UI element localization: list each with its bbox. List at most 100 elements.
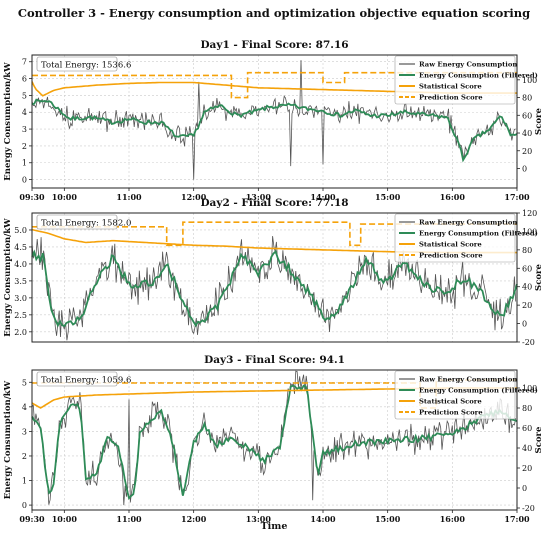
y2-tick-label: -20 xyxy=(522,338,535,347)
total-energy-box xyxy=(36,56,118,72)
legend-label: Prediction Score xyxy=(419,409,483,417)
y-tick-label: 3 xyxy=(22,125,27,134)
total-energy-label: Total Energy: 1582.0 xyxy=(41,219,131,229)
x-tick-label: 15:00 xyxy=(375,514,401,524)
filtered-energy-line xyxy=(31,384,518,501)
y-tick-label: 4 xyxy=(22,403,27,412)
x-axis-label: Time xyxy=(261,521,288,532)
legend-label: Raw Energy Consumption xyxy=(419,219,517,227)
y2-tick-label: 0 xyxy=(522,320,527,329)
x-tick-label: 17:00 xyxy=(504,514,530,524)
legend-label: Energy Consumption (Filtered) xyxy=(419,230,538,238)
plot-frame xyxy=(31,54,518,189)
total-energy-label: Total Energy: 1536.6 xyxy=(41,61,131,71)
prediction-score-line xyxy=(32,221,517,247)
x-tick-label: 11:00 xyxy=(116,192,142,202)
legend-label: Prediction Score xyxy=(419,94,483,102)
y-tick-label: 4.0 xyxy=(14,260,27,269)
x-tick-label: 15:00 xyxy=(375,192,401,202)
y-tick-label: 5 xyxy=(22,91,27,100)
y-tick-label: 6 xyxy=(22,75,27,84)
legend-label: Energy Consumption (Filtered) xyxy=(419,72,538,80)
plot-frame xyxy=(31,369,518,511)
y2-tick-label: -20 xyxy=(522,504,535,513)
y-tick-label: 4 xyxy=(22,108,27,117)
y-tick-label: 2 xyxy=(22,452,27,461)
legend-label: Raw Energy Consumption xyxy=(419,376,517,384)
y2-tick-label: 100 xyxy=(522,227,537,236)
legend-label: Statistical Score xyxy=(419,83,482,91)
chart-panel-1: Day1 - Final Score: 87.16 0 1 2 3 4 5 6 7 0 20 40 60… xyxy=(3,39,544,202)
total-energy-box xyxy=(36,214,118,230)
y-tick-label: 3 xyxy=(22,427,27,436)
y2-tick-label: 80 xyxy=(522,94,532,103)
y-tick-label: 7 xyxy=(22,58,27,67)
total-energy-label: Total Energy: 1059.6 xyxy=(41,376,131,386)
legend-box xyxy=(394,370,516,420)
total-energy-box xyxy=(36,371,118,387)
y-axis-label: Energy Consumption/kW xyxy=(3,218,13,337)
x-tick-label: 12:00 xyxy=(181,514,207,524)
x-tick-label: 16:00 xyxy=(440,192,466,202)
y2-axis-label: Score xyxy=(534,426,544,453)
y2-tick-label: 100 xyxy=(522,76,537,85)
y-tick-label: 0 xyxy=(22,176,27,185)
x-tick-label: 13:00 xyxy=(246,192,272,202)
y2-tick-label: 20 xyxy=(522,301,532,310)
x-tick-label: 09:30 xyxy=(19,192,45,202)
legend-label: Statistical Score xyxy=(419,241,482,249)
y2-tick-label: 40 xyxy=(522,283,532,292)
y2-tick-label: 60 xyxy=(522,424,532,433)
legend-label: Energy Consumption (Filtered) xyxy=(419,387,538,395)
y2-tick-label: 60 xyxy=(522,264,532,273)
x-tick-label: 14:00 xyxy=(310,192,336,202)
filtered-energy-line xyxy=(31,98,518,163)
legend-label: Raw Energy Consumption xyxy=(419,61,517,69)
raw-energy-line xyxy=(31,236,517,341)
y-tick-label: 2.0 xyxy=(14,328,27,337)
y2-tick-label: 80 xyxy=(522,404,532,413)
figure-title: Controller 3 - Energy consumption and op… xyxy=(18,6,530,20)
y2-tick-label: 0 xyxy=(522,164,527,173)
x-tick-label: 10:00 xyxy=(52,514,78,524)
y-axis-label: Energy Consumption/kW xyxy=(3,62,13,181)
x-tick-label: 09:30 xyxy=(19,514,45,524)
legend-box xyxy=(394,213,516,263)
chart-panel-3: Day3 - Final Score: 94.1 0 1 2 3 4 5 -20 0 20 40 60… xyxy=(3,354,544,524)
y2-tick-label: 100 xyxy=(522,384,537,393)
y-tick-label: 5 xyxy=(22,378,27,387)
y-tick-label: 2 xyxy=(22,142,27,151)
x-tick-label: 11:00 xyxy=(116,514,142,524)
y-axis-label: Energy Consumption/kW xyxy=(3,380,13,499)
y-tick-label: 1 xyxy=(22,159,27,168)
y2-tick-label: 20 xyxy=(522,464,532,473)
filtered-energy-line xyxy=(31,249,518,328)
y-tick-label: 3.5 xyxy=(14,277,27,286)
panel-title: Day2 - Final Score: 77.18 xyxy=(200,197,348,209)
x-tick-label: 13:00 xyxy=(246,514,272,524)
y2-tick-label: 40 xyxy=(522,444,532,453)
legend-label: Statistical Score xyxy=(419,398,482,406)
y2-tick-label: 40 xyxy=(522,129,532,138)
y-tick-label: 2.5 xyxy=(14,311,27,320)
x-tick-label: 12:00 xyxy=(181,192,207,202)
y2-tick-label: 60 xyxy=(522,111,532,120)
plot-frame xyxy=(31,212,518,343)
legend-label: Prediction Score xyxy=(419,252,483,260)
y-tick-label: 3.0 xyxy=(14,294,27,303)
panel-title: Day3 - Final Score: 94.1 xyxy=(204,354,345,366)
y-tick-label: 4.5 xyxy=(14,243,27,252)
y2-tick-label: 120 xyxy=(522,209,537,218)
y2-tick-label: 20 xyxy=(522,147,532,156)
prediction-score-line xyxy=(32,71,517,99)
chart-panel-2: Day2 - Final Score: 77.18 2.0 2.5 3.0 3.5 4.0… xyxy=(3,197,544,347)
x-tick-label: 16:00 xyxy=(440,514,466,524)
y2-axis-label: Score xyxy=(534,107,544,134)
y-tick-label: 0 xyxy=(22,501,27,510)
y2-tick-label: 0 xyxy=(522,484,527,493)
y2-axis-label: Score xyxy=(534,263,544,290)
y2-tick-label: 80 xyxy=(522,246,532,255)
x-tick-label: 10:00 xyxy=(52,192,78,202)
legend-box xyxy=(394,55,516,105)
